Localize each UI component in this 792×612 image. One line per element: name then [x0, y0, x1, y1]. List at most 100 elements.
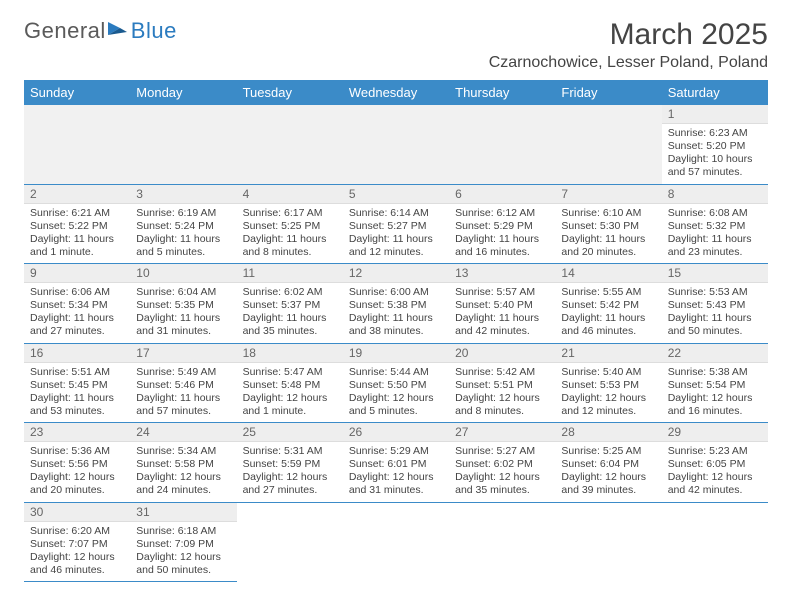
daylight-line: Daylight: 12 hours and 5 minutes. [349, 392, 443, 418]
day-number: 24 [130, 423, 236, 442]
sunset-line: Sunset: 6:05 PM [668, 458, 762, 471]
day-number: 25 [237, 423, 343, 442]
sunset-line: Sunset: 5:42 PM [561, 299, 655, 312]
logo-text-1: General [24, 18, 106, 44]
sunset-line: Sunset: 5:54 PM [668, 379, 762, 392]
day-number: 20 [449, 344, 555, 363]
calendar-cell-empty [343, 105, 449, 184]
calendar-cell: 26Sunrise: 5:29 AMSunset: 6:01 PMDayligh… [343, 423, 449, 503]
weekday-header: Sunday [24, 80, 130, 105]
day-number: 27 [449, 423, 555, 442]
header: General Blue March 2025 Czarnochowice, L… [24, 18, 768, 72]
calendar-cell-empty [237, 502, 343, 582]
daylight-line: Daylight: 12 hours and 1 minute. [243, 392, 337, 418]
sunset-line: Sunset: 5:30 PM [561, 220, 655, 233]
logo: General Blue [24, 18, 177, 44]
day-body: Sunrise: 6:23 AMSunset: 5:20 PMDaylight:… [662, 124, 768, 184]
daylight-line: Daylight: 11 hours and 35 minutes. [243, 312, 337, 338]
sunset-line: Sunset: 5:37 PM [243, 299, 337, 312]
calendar-cell-empty [24, 105, 130, 184]
calendar-cell-empty [237, 105, 343, 184]
day-body: Sunrise: 6:20 AMSunset: 7:07 PMDaylight:… [24, 522, 130, 582]
daylight-line: Daylight: 12 hours and 20 minutes. [30, 471, 124, 497]
daylight-line: Daylight: 11 hours and 8 minutes. [243, 233, 337, 259]
sunrise-line: Sunrise: 6:00 AM [349, 286, 443, 299]
daylight-line: Daylight: 11 hours and 46 minutes. [561, 312, 655, 338]
sunrise-line: Sunrise: 6:14 AM [349, 207, 443, 220]
calendar-cell: 15Sunrise: 5:53 AMSunset: 5:43 PMDayligh… [662, 264, 768, 344]
weekday-header: Monday [130, 80, 236, 105]
calendar-cell: 1Sunrise: 6:23 AMSunset: 5:20 PMDaylight… [662, 105, 768, 184]
sunset-line: Sunset: 5:22 PM [30, 220, 124, 233]
day-number: 16 [24, 344, 130, 363]
sunset-line: Sunset: 7:07 PM [30, 538, 124, 551]
day-body: Sunrise: 5:38 AMSunset: 5:54 PMDaylight:… [662, 363, 768, 423]
calendar-cell: 27Sunrise: 5:27 AMSunset: 6:02 PMDayligh… [449, 423, 555, 503]
sunset-line: Sunset: 5:56 PM [30, 458, 124, 471]
calendar-cell: 4Sunrise: 6:17 AMSunset: 5:25 PMDaylight… [237, 184, 343, 264]
sunset-line: Sunset: 5:48 PM [243, 379, 337, 392]
weekday-header-row: SundayMondayTuesdayWednesdayThursdayFrid… [24, 80, 768, 105]
sunrise-line: Sunrise: 6:08 AM [668, 207, 762, 220]
day-number: 14 [555, 264, 661, 283]
day-body: Sunrise: 5:51 AMSunset: 5:45 PMDaylight:… [24, 363, 130, 423]
calendar-cell: 18Sunrise: 5:47 AMSunset: 5:48 PMDayligh… [237, 343, 343, 423]
calendar-cell-empty [130, 105, 236, 184]
daylight-line: Daylight: 12 hours and 50 minutes. [136, 551, 230, 577]
sunset-line: Sunset: 5:53 PM [561, 379, 655, 392]
day-number: 15 [662, 264, 768, 283]
sunset-line: Sunset: 5:51 PM [455, 379, 549, 392]
sunrise-line: Sunrise: 6:12 AM [455, 207, 549, 220]
sunset-line: Sunset: 6:01 PM [349, 458, 443, 471]
calendar-cell: 23 Sunrise: 5:36 AMSunset: 5:56 PMDayligh… [24, 423, 130, 503]
daylight-line: Daylight: 11 hours and 27 minutes. [30, 312, 124, 338]
calendar-cell: 11Sunrise: 6:02 AMSunset: 5:37 PMDayligh… [237, 264, 343, 344]
calendar-cell-empty [449, 502, 555, 582]
daylight-line: Daylight: 12 hours and 31 minutes. [349, 471, 443, 497]
logo-text-2: Blue [131, 18, 177, 44]
daylight-line: Daylight: 11 hours and 42 minutes. [455, 312, 549, 338]
weekday-header: Friday [555, 80, 661, 105]
calendar-cell: 3Sunrise: 6:19 AMSunset: 5:24 PMDaylight… [130, 184, 236, 264]
sunrise-line: Sunrise: 5:27 AM [455, 445, 549, 458]
day-number: 18 [237, 344, 343, 363]
calendar-cell: 8Sunrise: 6:08 AMSunset: 5:32 PMDaylight… [662, 184, 768, 264]
day-number: 12 [343, 264, 449, 283]
day-number: 28 [555, 423, 661, 442]
flag-icon [107, 18, 129, 44]
day-number: 6 [449, 185, 555, 204]
day-body: Sunrise: 5:55 AMSunset: 5:42 PMDaylight:… [555, 283, 661, 343]
calendar-cell: 24Sunrise: 5:34 AMSunset: 5:58 PMDayligh… [130, 423, 236, 503]
day-number: 1 [662, 105, 768, 124]
sunset-line: Sunset: 5:29 PM [455, 220, 549, 233]
day-body: Sunrise: 6:21 AMSunset: 5:22 PMDaylight:… [24, 204, 130, 264]
calendar-cell: 16Sunrise: 5:51 AMSunset: 5:45 PMDayligh… [24, 343, 130, 423]
day-number: 22 [662, 344, 768, 363]
daylight-line: Daylight: 11 hours and 12 minutes. [349, 233, 443, 259]
day-body: Sunrise: 6:17 AMSunset: 5:25 PMDaylight:… [237, 204, 343, 264]
sunrise-line: Sunrise: 6:21 AM [30, 207, 124, 220]
day-body: Sunrise: 6:12 AMSunset: 5:29 PMDaylight:… [449, 204, 555, 264]
day-body: Sunrise: 6:04 AMSunset: 5:35 PMDaylight:… [130, 283, 236, 343]
calendar-row: 30Sunrise: 6:20 AMSunset: 7:07 PMDayligh… [24, 502, 768, 582]
day-body: Sunrise: 6:14 AMSunset: 5:27 PMDaylight:… [343, 204, 449, 264]
sunset-line: Sunset: 5:34 PM [30, 299, 124, 312]
calendar-cell-empty [555, 105, 661, 184]
day-body: Sunrise: 5:23 AMSunset: 6:05 PMDaylight:… [662, 442, 768, 502]
day-number: 23 [24, 423, 130, 442]
sunrise-line: Sunrise: 5:36 AM [30, 445, 124, 458]
day-number: 26 [343, 423, 449, 442]
sunrise-line: Sunrise: 6:06 AM [30, 286, 124, 299]
calendar-row: 16Sunrise: 5:51 AMSunset: 5:45 PMDayligh… [24, 343, 768, 423]
sunrise-line: Sunrise: 5:53 AM [668, 286, 762, 299]
sunset-line: Sunset: 6:04 PM [561, 458, 655, 471]
sunrise-line: Sunrise: 6:18 AM [136, 525, 230, 538]
day-number: 10 [130, 264, 236, 283]
calendar-row: 2Sunrise: 6:21 AMSunset: 5:22 PMDaylight… [24, 184, 768, 264]
day-body: Sunrise: 5:44 AMSunset: 5:50 PMDaylight:… [343, 363, 449, 423]
sunset-line: Sunset: 5:50 PM [349, 379, 443, 392]
daylight-line: Daylight: 11 hours and 20 minutes. [561, 233, 655, 259]
day-body: Sunrise: 6:18 AMSunset: 7:09 PMDaylight:… [130, 522, 236, 582]
day-number: 29 [662, 423, 768, 442]
day-body: Sunrise: 6:06 AMSunset: 5:34 PMDaylight:… [24, 283, 130, 343]
